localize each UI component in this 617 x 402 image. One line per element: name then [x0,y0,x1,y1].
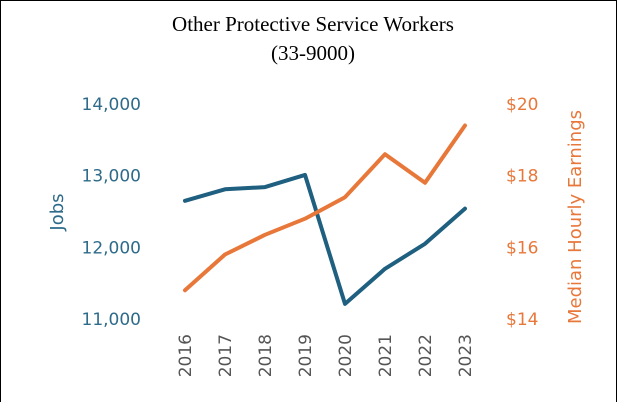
x-tick-label: 2023 [456,334,476,377]
x-tick-label: 2022 [416,334,436,377]
x-tick-label: 2016 [176,334,196,377]
x-axis-ticks: 2016 2017 2018 2019 2020 2021 2022 2023 [176,334,476,377]
y-axis-left-ticks: 11,000 12,000 13,000 14,000 [82,95,141,330]
chart-title-line-1: Other Protective Service Workers [172,12,454,36]
y-right-tick-label: $18 [506,167,538,187]
x-tick-label: 2018 [256,334,276,377]
x-tick-label: 2021 [376,334,396,377]
y-right-tick-label: $20 [506,95,538,115]
y-left-tick-label: 13,000 [82,167,141,187]
x-tick-label: 2020 [336,334,356,377]
x-tick-label: 2017 [216,334,236,377]
y-axis-left-label: Jobs [47,193,68,231]
y-right-tick-label: $16 [506,238,538,258]
y-left-tick-label: 14,000 [82,95,141,115]
y-left-tick-label: 11,000 [82,310,141,330]
series-lines [183,123,467,306]
y-left-tick-label: 12,000 [82,238,141,258]
y-axis-right-ticks: $14 $16 $18 $20 [506,95,538,330]
chart-title-line-2: (33-9000) [271,41,355,65]
jobs-series-line [183,172,467,306]
x-tick-label: 2019 [296,334,316,377]
y-axis-right-label: Median Hourly Earnings [565,110,586,324]
y-right-tick-label: $14 [506,310,538,330]
earnings-series-line [183,123,467,293]
